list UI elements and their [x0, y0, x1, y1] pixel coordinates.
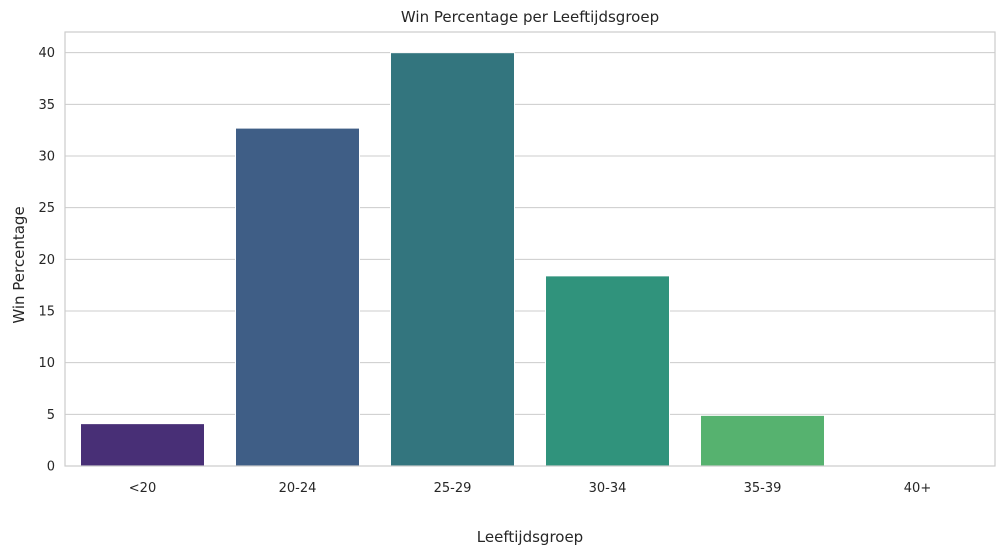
x-tick-label: 25-29 — [434, 481, 472, 496]
y-axis-label: Win Percentage — [10, 206, 28, 323]
y-axis-ticks: 0 5 10 15 20 25 30 35 40 — [38, 46, 55, 474]
bar — [390, 52, 515, 467]
y-tick-label: 10 — [38, 356, 55, 371]
bar — [235, 127, 360, 467]
y-tick-label: 5 — [47, 408, 55, 423]
y-tick-label: 30 — [38, 150, 55, 165]
x-tick-label: 30-34 — [589, 481, 627, 496]
y-tick-label: 35 — [38, 98, 55, 113]
bar — [545, 275, 670, 467]
gridlines — [65, 52, 995, 467]
bars — [80, 52, 825, 467]
y-tick-label: 25 — [38, 201, 55, 216]
x-tick-label: 35-39 — [744, 481, 782, 496]
bar — [80, 423, 205, 467]
x-tick-label: 20-24 — [279, 481, 317, 496]
x-axis-ticks: <20 20-24 25-29 30-34 35-39 40+ — [129, 481, 931, 496]
plot-frame — [64, 31, 996, 467]
x-tick-label: 40+ — [904, 481, 931, 496]
bar — [700, 414, 825, 467]
chart-title: Win Percentage per Leeftijdsgroep — [401, 8, 659, 26]
x-axis-label: Leeftijdsgroep — [477, 528, 583, 546]
y-tick-label: 20 — [38, 253, 55, 268]
y-tick-label: 0 — [47, 460, 55, 475]
y-tick-label: 15 — [38, 305, 55, 320]
y-tick-label: 40 — [38, 46, 55, 61]
x-tick-label: <20 — [129, 481, 156, 496]
